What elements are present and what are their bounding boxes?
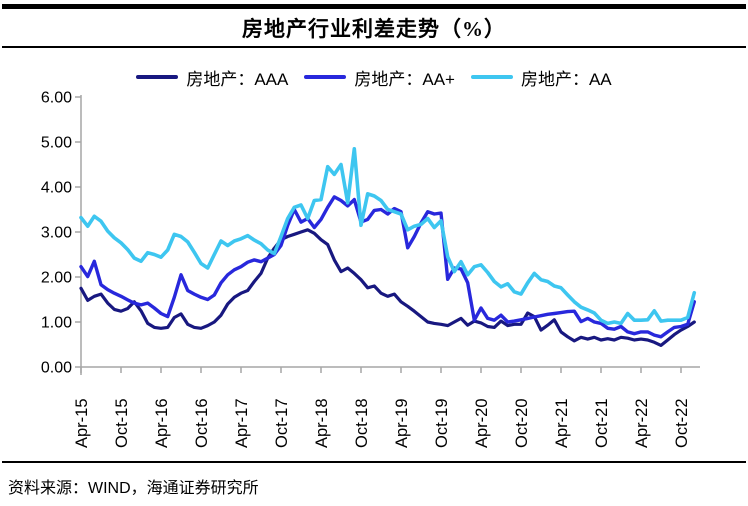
x-tick-label: Oct-21 [593,398,611,448]
data-source: 资料来源：WIND，海通证券研究所 [8,480,259,497]
legend-swatch-aa [470,75,513,79]
x-tick-label: Apr-15 [73,398,91,448]
y-tick-label: 5.00 [41,135,72,152]
y-tick-label: 2.00 [41,270,72,287]
title-underline [2,46,746,48]
chart-legend: 房地产：AAA 房地产：AA+ 房地产：AA [0,62,748,92]
y-tick-label: 3.00 [41,225,72,242]
x-tick-label: Apr-20 [473,398,491,448]
legend-item-aa: 房地产：AA [470,65,612,90]
y-tick-label: 0.00 [41,360,72,377]
legend-label-aaa: 房地产：AAA [186,69,289,89]
x-tick-label: Apr-17 [233,398,251,448]
legend-swatch-aa-plus [304,75,347,79]
y-tick-label: 4.00 [41,180,72,197]
x-tick-label: Oct-20 [513,398,531,448]
legend-item-aa-plus: 房地产：AA+ [304,65,455,90]
legend-label-aa-plus: 房地产：AA+ [354,69,455,89]
x-tick-label: Oct-18 [353,398,371,448]
x-tick-label: Oct-16 [193,398,211,448]
bottom-border [2,461,746,463]
chart-title: 房地产行业利差走势（%） [242,17,506,41]
x-tick-label: Apr-21 [553,398,571,448]
x-tick-label: Oct-15 [113,398,131,448]
series-line-aa-plus [79,195,696,339]
y-tick-label: 1.00 [41,315,72,332]
legend-item-aaa: 房地产：AAA [136,65,288,90]
x-tick-label: Oct-22 [673,398,691,448]
x-tick-label: Oct-19 [433,398,451,448]
x-tick-label: Apr-19 [393,398,411,448]
top-border [2,4,746,9]
spread-line-chart: 6.00 5.00 4.00 3.00 2.00 1.00 0.00 Apr-15 Oct-15… [41,90,700,448]
series-line-aa [79,146,697,326]
x-tick-label: Apr-16 [153,398,171,448]
legend-label-aa: 房地产：AA [520,69,612,89]
x-tick-label: Apr-22 [633,398,651,448]
series-line-aaa [79,228,696,347]
y-tick-label: 6.00 [41,90,72,107]
x-tick-label: Oct-17 [273,398,291,448]
legend-swatch-aaa [136,75,179,79]
x-tick-label: Apr-18 [313,398,331,448]
